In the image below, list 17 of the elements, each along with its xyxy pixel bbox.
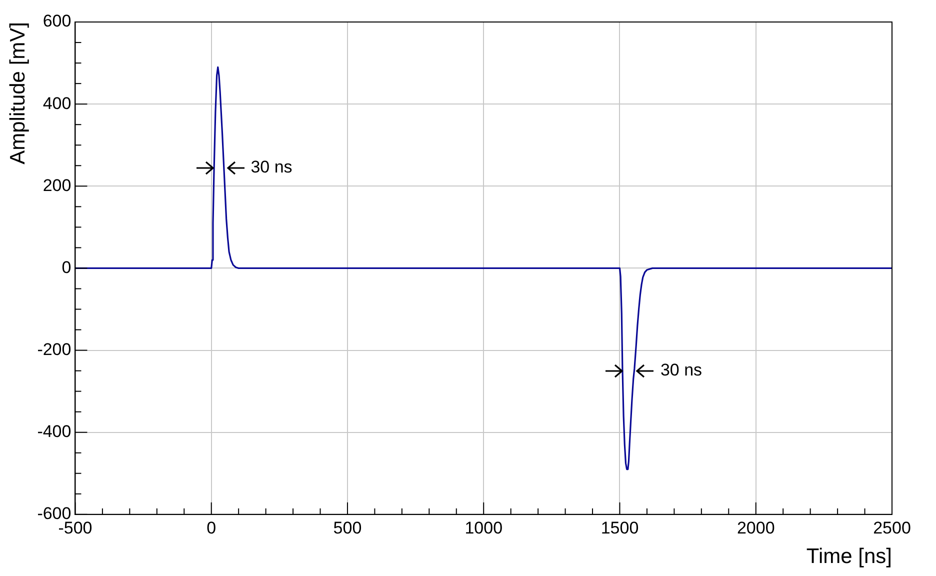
y-tick-label: 0 [62,258,72,277]
x-tick-label: 500 [333,518,362,538]
x-tick-label: 2000 [736,518,775,538]
y-tick-label: 200 [42,176,72,195]
annotation: 30 ns [660,360,702,380]
x-tick-label: 1000 [464,518,503,538]
x-tick-label: 2500 [873,518,911,538]
y-axis-title: Amplitude [mV] [6,22,30,164]
y-tick-label: 400 [42,94,72,113]
x-tick-label: 0 [206,518,216,538]
x-tick-label: 1500 [600,518,639,538]
x-tick-label: -500 [58,518,92,538]
y-tick-label: -200 [37,340,72,359]
y-tick-label: -400 [37,422,72,442]
annotation: 30 ns [250,157,292,176]
x-axis-title: Time [ns] [806,545,892,568]
y-tick-label: 600 [42,12,72,31]
